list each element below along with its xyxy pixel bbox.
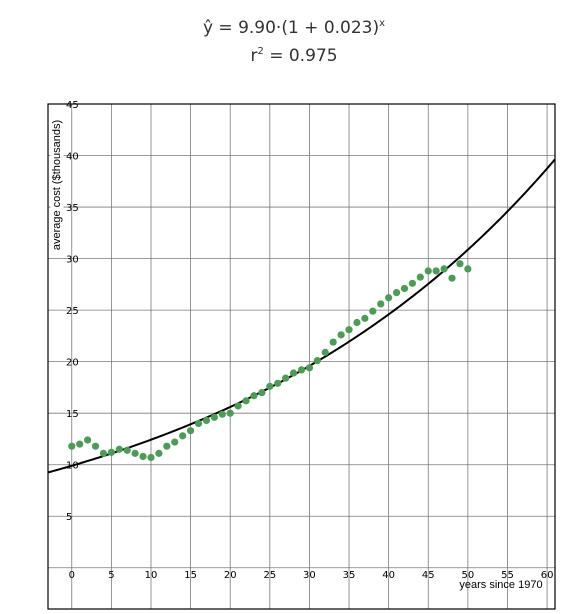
data-point xyxy=(107,448,115,456)
data-point xyxy=(115,445,123,453)
data-point xyxy=(416,273,424,281)
y-tick-label: 15 xyxy=(66,409,79,420)
data-point xyxy=(155,449,163,457)
data-point xyxy=(194,419,203,428)
data-point xyxy=(226,409,234,417)
r-squared-value: = 0.975 xyxy=(263,46,338,66)
data-point xyxy=(91,442,100,450)
data-point xyxy=(289,369,298,377)
x-tick-label: 20 xyxy=(224,570,237,581)
equation-exponent: x xyxy=(379,18,386,29)
data-point xyxy=(305,364,314,372)
data-point xyxy=(353,318,361,327)
data-point xyxy=(361,314,369,322)
plot-frame xyxy=(47,103,556,610)
x-tick-label: 35 xyxy=(343,570,356,581)
y-axis-title: average cost ($thousands) xyxy=(51,120,63,250)
equation-text: ŷ = 9.90·(1 + 0.023) xyxy=(202,18,380,38)
data-point xyxy=(424,267,432,275)
x-tick-label: 45 xyxy=(422,570,435,581)
data-point xyxy=(131,449,139,457)
y-tick-label: 35 xyxy=(66,203,79,214)
data-point xyxy=(250,392,258,400)
data-point xyxy=(385,294,393,302)
data-point xyxy=(448,274,456,282)
y-tick-label: 30 xyxy=(66,255,79,266)
data-point xyxy=(186,427,195,435)
data-point xyxy=(99,449,108,457)
x-tick-label: 55 xyxy=(501,570,514,581)
data-point xyxy=(337,331,345,339)
data-point xyxy=(139,452,147,461)
x-tick-label: 0 xyxy=(69,570,75,581)
x-axis-title: years since 1970 xyxy=(459,579,542,591)
data-points xyxy=(68,260,472,462)
x-tick-label: 60 xyxy=(541,570,554,581)
y-tick-label: 20 xyxy=(66,358,79,369)
data-point xyxy=(297,366,306,374)
y-tick-label: 25 xyxy=(66,306,79,317)
x-tick-label: 25 xyxy=(263,570,276,581)
data-point xyxy=(400,284,409,293)
data-point xyxy=(464,265,472,273)
r-squared-symbol: r xyxy=(250,46,258,66)
grid-lines xyxy=(48,103,555,609)
data-point xyxy=(234,402,242,410)
equation-line: ŷ = 9.90·(1 + 0.023)x xyxy=(0,14,588,42)
data-point xyxy=(440,265,448,273)
data-point xyxy=(329,338,337,346)
y-axis-title-background xyxy=(50,117,64,253)
data-point xyxy=(321,348,329,356)
data-point xyxy=(179,432,187,440)
x-tick-label: 40 xyxy=(382,570,395,581)
x-tick-label: 15 xyxy=(184,570,197,581)
data-point xyxy=(456,260,464,268)
data-point xyxy=(147,453,155,462)
data-point xyxy=(345,326,353,334)
x-tick-label: 5 xyxy=(108,570,114,581)
data-point xyxy=(76,440,84,448)
data-point xyxy=(266,382,274,390)
r-squared-exponent: 2 xyxy=(257,46,264,57)
data-point xyxy=(392,289,401,297)
y-tick-label: 40 xyxy=(66,152,79,163)
x-tick-label: 50 xyxy=(461,570,474,581)
data-point xyxy=(163,442,171,450)
data-point xyxy=(432,267,440,275)
data-point xyxy=(171,438,179,446)
data-point xyxy=(242,397,250,405)
data-point xyxy=(68,442,76,450)
x-tick-label: 10 xyxy=(145,570,158,581)
data-point xyxy=(282,374,290,382)
regression-curve xyxy=(47,158,556,474)
y-tick-label: 45 xyxy=(66,100,79,111)
data-point xyxy=(408,279,417,287)
r-squared-line: r2 = 0.975 xyxy=(0,42,588,70)
data-point xyxy=(313,357,321,365)
data-point xyxy=(84,436,92,444)
data-point xyxy=(123,446,131,454)
data-point xyxy=(377,300,385,308)
x-tick-label: 30 xyxy=(303,570,316,581)
data-point xyxy=(218,410,226,418)
regression-equation: ŷ = 9.90·(1 + 0.023)x r2 = 0.975 xyxy=(0,14,588,70)
data-point xyxy=(369,307,377,315)
data-point xyxy=(202,416,211,424)
data-point xyxy=(274,379,282,387)
data-point xyxy=(258,388,266,397)
data-point xyxy=(210,413,218,421)
y-tick-label: 5 xyxy=(66,512,72,523)
